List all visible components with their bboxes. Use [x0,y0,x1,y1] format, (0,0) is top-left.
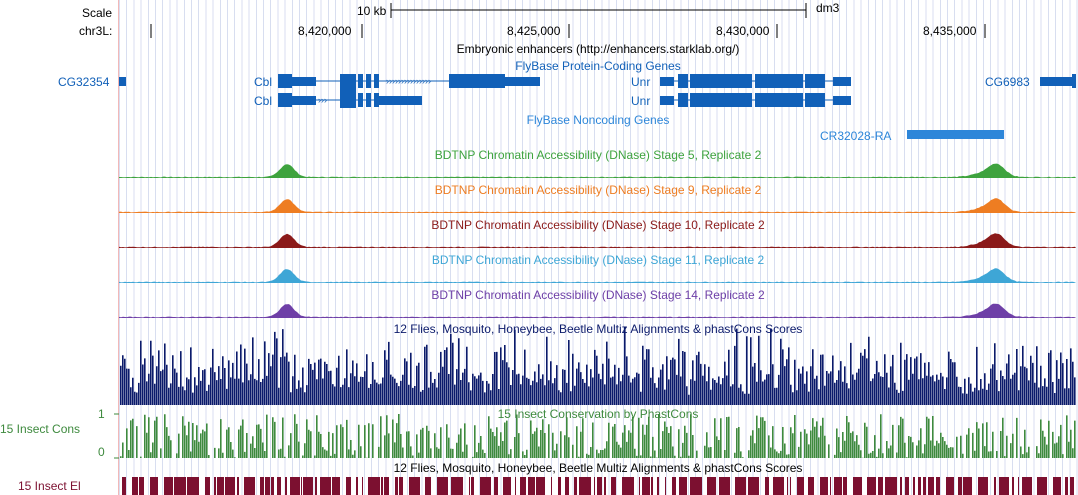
dnase-stage5-title[interactable]: BDTNP Chromatin Accessibility (DNase) St… [434,148,762,162]
gene-cbl-transcript-2[interactable]: ››› [278,93,422,107]
elements-track-title[interactable]: 12 Flies, Mosquito, Honeybee, Beetle Mul… [393,461,803,475]
scale-bar [390,3,807,18]
assembly-label: dm3 [816,1,840,15]
conserved-element-blocks [122,477,1074,495]
noncoding-gene-cr32028[interactable] [907,130,1004,139]
gene-label-cg6983[interactable]: CG6983 [985,75,1030,89]
tick-label: 8,430,000 [716,24,770,38]
gene-label-cbl[interactable]: Cbl [254,94,273,108]
dnase-signal [119,198,1076,213]
phastcons-bars [120,414,1076,458]
dnase-signal [119,233,1076,248]
dnase-stage11-title[interactable]: BDTNP Chromatin Accessibility (DNase) St… [431,253,765,267]
elements-side-label[interactable]: 15 Insect El [18,479,81,493]
gene-label-unr[interactable]: Unr [631,75,651,89]
coding-genes-track-title[interactable]: FlyBase Protein-Coding Genes [515,59,681,73]
phastcons-axis-min: 0 [98,445,105,459]
phastcons-track-title[interactable]: 15 Insect Conservation by PhastCons [497,407,699,421]
phastcons-axis-max: 1 [98,407,105,421]
gene-unr-transcript-1[interactable] [660,74,851,88]
svg-text:›››››››››››››››: ››››››››››››››› [386,76,431,86]
enhancers-track-title[interactable]: Embryonic enhancers (http://enhancers.st… [456,42,740,56]
dnase-signal [119,303,1076,318]
scale-label: Scale [82,6,113,20]
svg-text:›››: ››› [318,95,327,105]
phastcons-side-label[interactable]: 15 Insect Cons [0,422,81,436]
gene-unr-transcript-2[interactable] [660,93,851,107]
side-guide-line [118,0,119,495]
scale-bar-label: 10 kb [357,4,387,18]
gene-label-cg32354[interactable]: CG32354 [58,75,110,89]
gene-cg6983[interactable] [1040,74,1076,88]
gene-label-cbl[interactable]: Cbl [254,75,273,89]
multiz-track [120,326,1076,405]
dnase-signal [119,268,1076,283]
multiz-bars [120,326,1076,405]
position-ticks [150,24,986,38]
gene-label-unr[interactable]: Unr [631,94,651,108]
multiz-track-title[interactable]: 12 Flies, Mosquito, Honeybee, Beetle Mul… [393,322,803,336]
gene-models[interactable]: ››››››››››››››› ››› [119,74,1076,108]
dnase-stage10-title[interactable]: BDTNP Chromatin Accessibility (DNase) St… [431,218,765,232]
gene-cg32354[interactable] [119,77,126,86]
phastcons-track [120,414,1076,458]
gene-label-cr32028[interactable]: CR32028-RA [820,129,892,143]
dnase-signal [119,163,1076,178]
tick-label: 8,435,000 [923,24,977,38]
dnase-stage14-title[interactable]: BDTNP Chromatin Accessibility (DNase) St… [431,288,765,302]
dnase-stage9-title[interactable]: BDTNP Chromatin Accessibility (DNase) St… [434,183,762,197]
dnase-tracks [119,163,1076,318]
conserved-elements-track [122,477,1074,495]
noncoding-genes-track-title[interactable]: FlyBase Noncoding Genes [526,113,670,127]
chrom-label: chr3L: [79,24,113,38]
tick-label: 8,425,000 [507,24,561,38]
tick-label: 8,420,000 [298,24,352,38]
gene-cbl-transcript-1[interactable]: ››››››››››››››› [278,74,540,108]
